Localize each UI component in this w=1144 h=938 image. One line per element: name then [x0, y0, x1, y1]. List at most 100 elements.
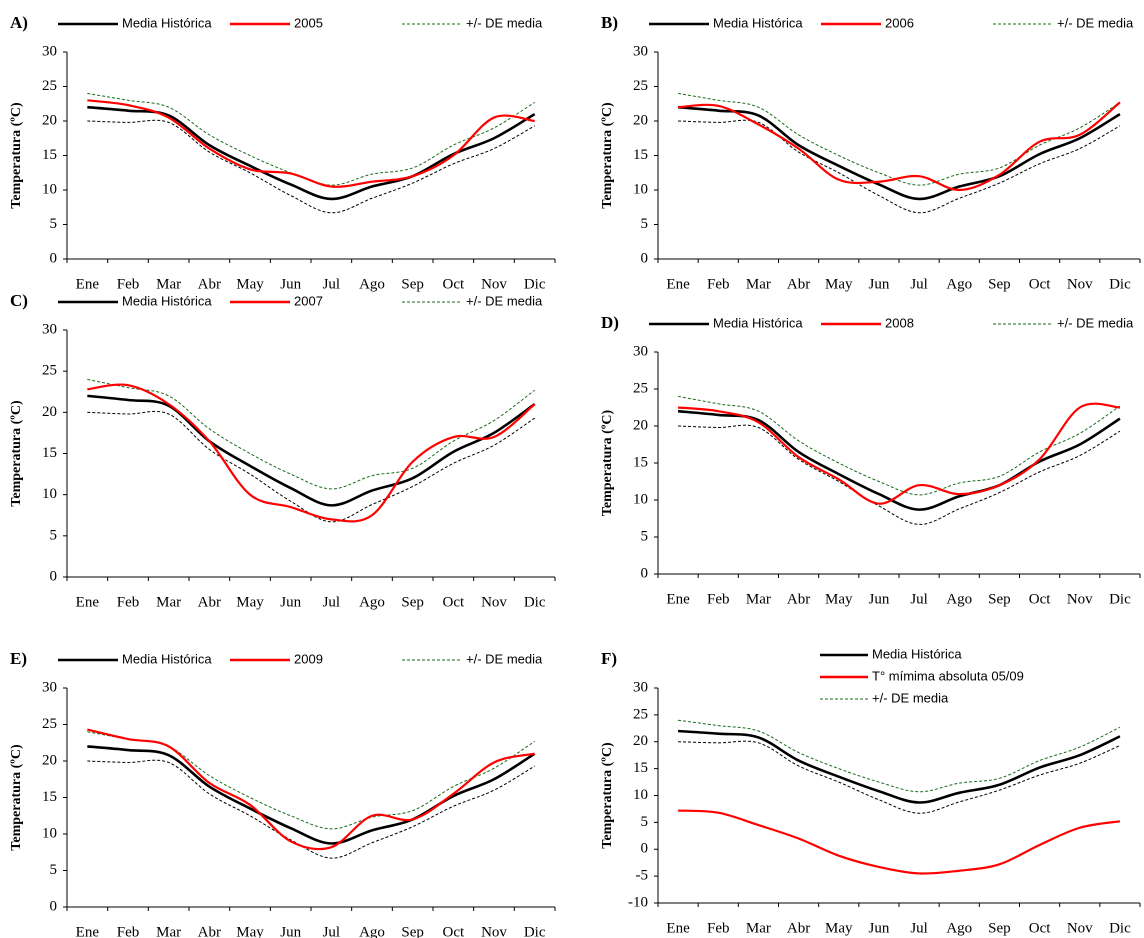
panel-label: B) [601, 13, 618, 32]
x-tick-label: Oct [442, 276, 464, 292]
series-line [87, 92, 535, 186]
x-tick-label: Jul [910, 591, 928, 607]
x-tick-label: Ene [76, 276, 100, 292]
y-tick-label: 25 [633, 380, 648, 396]
series-line [678, 424, 1121, 525]
legend-label: +/- DE media [1057, 315, 1134, 330]
x-tick-label: Jun [868, 920, 889, 936]
legend-label: 2005 [294, 15, 323, 30]
x-tick-label: Jul [910, 920, 928, 936]
y-tick-label: 20 [633, 417, 648, 433]
legend-label: Media Histórica [872, 646, 962, 661]
x-tick-label: Dic [524, 594, 546, 610]
legend-label: 2009 [294, 651, 323, 666]
y-tick-label: 15 [42, 445, 57, 461]
legend-label: T° mímima absoluta 05/09 [872, 668, 1024, 683]
series-line [87, 394, 536, 507]
x-tick-label: Feb [707, 920, 730, 936]
y-tick-label: 0 [50, 250, 58, 266]
y-tick-label: 25 [633, 78, 648, 94]
series-line [678, 809, 1121, 875]
y-axis-label: Temperatura (ºC) [600, 102, 615, 209]
x-tick-label: May [236, 924, 264, 938]
x-tick-label: Jun [280, 924, 301, 938]
legend-label: +/- DE media [1057, 15, 1134, 30]
y-tick-label: 25 [633, 706, 648, 722]
x-tick-label: Nov [481, 276, 507, 292]
series-line [87, 99, 535, 188]
y-tick-label: 15 [633, 760, 648, 776]
x-tick-label: Jun [868, 276, 889, 292]
panel-label: F) [601, 649, 617, 668]
legend-label: +/- DE media [466, 293, 543, 308]
legend-label: 2007 [294, 293, 323, 308]
y-axis-label: Temperatura (ºC) [9, 102, 24, 209]
x-tick-label: Mar [746, 591, 771, 607]
legend-label: Media Histórica [713, 15, 803, 30]
x-tick-label: Oct [1029, 276, 1051, 292]
x-tick-label: Nov [1067, 920, 1093, 936]
x-tick-label: Dic [1109, 920, 1131, 936]
series-line [87, 105, 536, 201]
y-tick-label: 20 [633, 733, 648, 749]
x-tick-label: Jun [280, 594, 301, 610]
y-axis-label: Temperatura (ºC) [600, 742, 615, 849]
y-tick-label: 5 [50, 216, 58, 232]
x-tick-label: Feb [117, 594, 140, 610]
y-tick-label: 5 [50, 527, 58, 543]
y-tick-label: 10 [42, 825, 57, 841]
y-axis-label: Temperatura (ºC) [600, 409, 615, 516]
x-tick-label: Abr [787, 920, 810, 936]
x-tick-label: Oct [442, 924, 464, 938]
x-tick-label: Ene [76, 924, 100, 938]
x-tick-label: May [825, 276, 853, 292]
x-tick-label: Jul [323, 594, 341, 610]
y-tick-label: 30 [633, 343, 648, 359]
x-tick-label: Nov [481, 924, 507, 938]
panel-label: D) [601, 313, 619, 332]
y-tick-label: 0 [641, 565, 649, 581]
y-tick-label: 25 [42, 78, 57, 94]
x-tick-label: Jul [323, 276, 341, 292]
legend-label: +/- DE media [466, 15, 543, 30]
x-tick-label: Nov [481, 594, 507, 610]
x-tick-label: Ago [359, 594, 385, 610]
x-tick-label: Nov [1067, 276, 1093, 292]
series-line [87, 383, 536, 523]
x-tick-label: Abr [198, 924, 221, 938]
x-tick-label: Mar [746, 276, 771, 292]
series-line [87, 745, 536, 845]
y-tick-label: 15 [633, 454, 648, 470]
x-tick-label: Ago [946, 920, 972, 936]
y-tick-label: 10 [42, 486, 57, 502]
x-tick-label: Ago [359, 276, 385, 292]
y-tick-label: 20 [633, 112, 648, 128]
legend-label: Media Histórica [122, 15, 212, 30]
x-tick-label: Feb [117, 924, 140, 938]
x-tick-label: May [236, 594, 264, 610]
x-tick-label: Jun [280, 276, 301, 292]
y-tick-label: 25 [42, 363, 57, 379]
x-tick-label: Mar [156, 924, 181, 938]
y-tick-label: -5 [636, 868, 649, 884]
y-tick-label: 30 [633, 43, 648, 59]
x-tick-label: Abr [787, 276, 810, 292]
y-tick-label: -10 [628, 894, 648, 910]
y-tick-label: 25 [42, 716, 57, 732]
series-line [87, 728, 535, 851]
y-tick-label: 30 [42, 679, 57, 695]
series-line [677, 729, 1121, 804]
x-tick-label: Feb [117, 276, 140, 292]
panel-label: A) [10, 13, 28, 32]
x-tick-label: Dic [524, 276, 546, 292]
x-tick-label: Ago [359, 924, 385, 938]
y-tick-label: 20 [42, 112, 57, 128]
x-tick-label: Sep [401, 594, 424, 610]
x-tick-label: Feb [707, 591, 730, 607]
y-tick-label: 0 [50, 568, 58, 584]
legend-label: Media Histórica [713, 315, 803, 330]
x-tick-label: Dic [1109, 591, 1131, 607]
series-line [677, 402, 1121, 505]
x-tick-label: Oct [442, 594, 464, 610]
